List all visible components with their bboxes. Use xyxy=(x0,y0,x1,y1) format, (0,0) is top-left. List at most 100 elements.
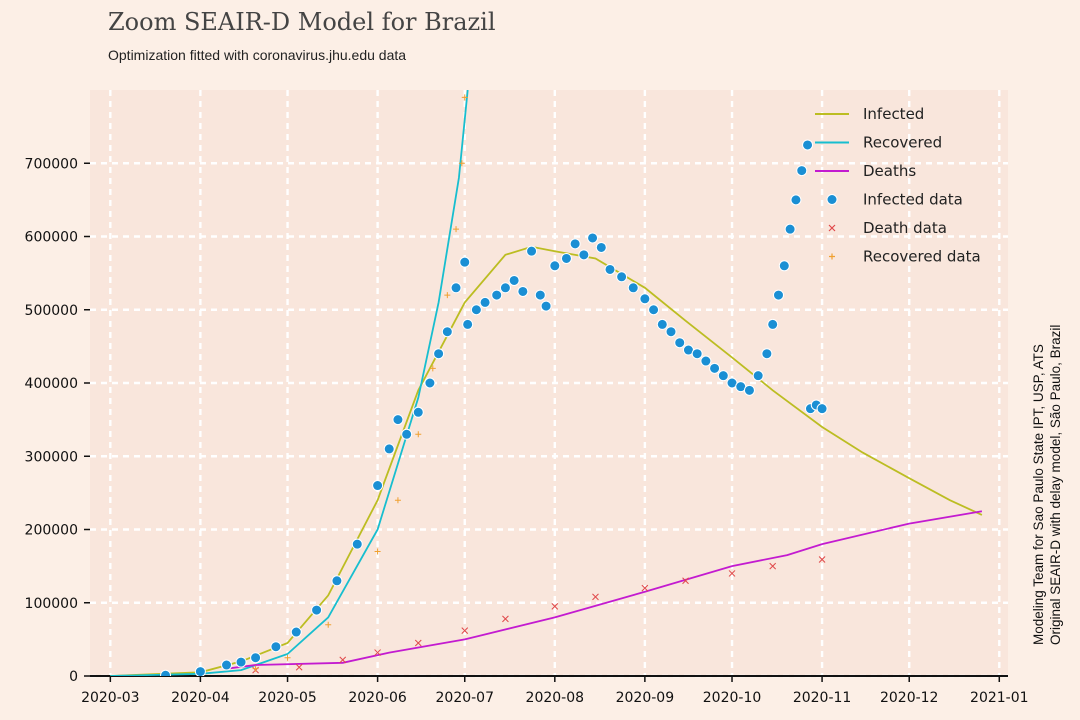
x-tick-label: 2020-06 xyxy=(348,690,407,706)
infected-data-point xyxy=(235,656,247,668)
chart-subtitle: Optimization fitted with coronavirus.jhu… xyxy=(108,47,406,63)
grid xyxy=(90,90,1008,678)
infected-data-point xyxy=(221,659,233,671)
x-tick-label: 2021-01 xyxy=(970,690,1029,706)
infected-data-point xyxy=(372,480,384,492)
death-data-point xyxy=(374,649,381,656)
infected-data-point xyxy=(784,223,796,235)
infected-data-point xyxy=(470,304,482,316)
infected-data-point xyxy=(569,238,581,250)
infected-data-point xyxy=(549,260,561,272)
death-data-point xyxy=(769,562,777,570)
recovered-data-point xyxy=(444,292,451,299)
x-tick-label: 2020-07 xyxy=(436,690,495,706)
infected-data-point xyxy=(160,669,172,676)
infected-data-point xyxy=(604,263,616,275)
recovered-data-point xyxy=(284,654,291,661)
x-tick-label: 2020-08 xyxy=(526,690,585,706)
legend-label: Recovered data xyxy=(863,248,981,266)
side-note-line-1: Modeling Team for Sao Paulo State IPT, U… xyxy=(1031,344,1046,645)
chart-title: Zoom SEAIR-D Model for Brazil xyxy=(108,8,496,36)
infected-data-point xyxy=(491,289,503,301)
infected-data-point xyxy=(250,652,262,664)
infected-data-point xyxy=(752,370,764,382)
infected-data-point xyxy=(717,370,729,382)
death-data-point xyxy=(295,663,303,671)
infected-data-point xyxy=(412,406,424,418)
y-tick-label: 700000 xyxy=(25,156,78,172)
infected-data-point xyxy=(270,641,282,653)
infected-data-point xyxy=(540,300,552,312)
legend-swatch xyxy=(829,253,835,260)
infected-data-point xyxy=(595,241,607,253)
infected-data-point xyxy=(743,384,755,396)
recovered-data-point xyxy=(461,94,468,101)
death-data-point xyxy=(551,603,559,610)
x-tick-label: 2020-09 xyxy=(616,690,675,706)
legend-label: Death data xyxy=(863,219,947,237)
death-data-point xyxy=(818,556,826,563)
infected-data-point xyxy=(526,245,538,257)
x-tick-label: 2020-04 xyxy=(171,690,230,706)
infected-data-point xyxy=(709,362,721,374)
infected-data-point xyxy=(499,282,511,294)
recovered-data-point xyxy=(325,621,332,628)
death-data-point xyxy=(414,639,422,647)
death-data-point xyxy=(339,656,347,664)
legend-label: Recovered xyxy=(863,134,942,152)
x-tick-label: 2020-03 xyxy=(81,690,140,706)
infected-data-point xyxy=(648,304,660,316)
infected-data-point xyxy=(441,326,453,338)
infected-data-point xyxy=(674,337,686,349)
x-tick-label: 2020-11 xyxy=(793,690,852,706)
deaths-line xyxy=(226,510,983,670)
infected-data-point xyxy=(767,318,779,330)
infected-data-point xyxy=(778,260,790,272)
series-layer xyxy=(110,90,983,676)
infected-data-point xyxy=(616,271,628,283)
side-note: Modeling Team for Sao Paulo State IPT, U… xyxy=(1031,325,1063,645)
infected-data-point xyxy=(790,194,802,206)
infected-data-point xyxy=(700,355,712,367)
infected-data-point xyxy=(534,289,546,301)
infected-data-point xyxy=(392,414,404,426)
recovered-data-point xyxy=(429,365,436,372)
infected-data-point xyxy=(311,604,323,616)
infected-data-point xyxy=(773,289,784,301)
infected-data-point xyxy=(761,348,773,360)
recovered-line xyxy=(110,90,469,676)
death-data-point xyxy=(641,584,649,592)
infected-data-point xyxy=(459,256,471,268)
infected-data-point xyxy=(639,293,651,305)
infected-data-point xyxy=(424,377,436,389)
infected-data-point xyxy=(587,232,599,244)
infected-data-point xyxy=(656,318,668,330)
infected-data-point xyxy=(691,348,703,360)
side-note-line-2: Original SEAIR-D with delay model, São P… xyxy=(1048,325,1063,645)
infected-data-point xyxy=(194,666,206,676)
infected-data-point xyxy=(383,443,395,455)
x-tick-label: 2020-10 xyxy=(703,690,762,706)
recovered-data-point xyxy=(453,226,460,233)
legend-label: Infected data xyxy=(863,191,963,209)
legend-label: Deaths xyxy=(863,162,916,180)
infected-data-point xyxy=(401,428,413,440)
infected-data-point xyxy=(517,285,529,297)
infected-data-point xyxy=(627,282,639,294)
infected-data-point xyxy=(802,139,814,151)
infected-data-point xyxy=(816,403,828,415)
x-tick-label: 2020-05 xyxy=(258,690,317,706)
recovered-data-point xyxy=(415,431,422,438)
recovered-data-point xyxy=(458,160,465,167)
infected-data-point xyxy=(351,538,363,550)
death-data-point xyxy=(461,627,469,634)
death-data-point xyxy=(682,577,689,585)
legend-swatch xyxy=(826,194,838,205)
x-tick-label: 2020-12 xyxy=(880,690,939,706)
death-data-point xyxy=(502,615,509,623)
y-tick-label: 100000 xyxy=(25,596,78,612)
y-tick-label: 400000 xyxy=(25,376,78,392)
infected-line xyxy=(110,245,983,676)
infected-data-point xyxy=(560,252,572,264)
